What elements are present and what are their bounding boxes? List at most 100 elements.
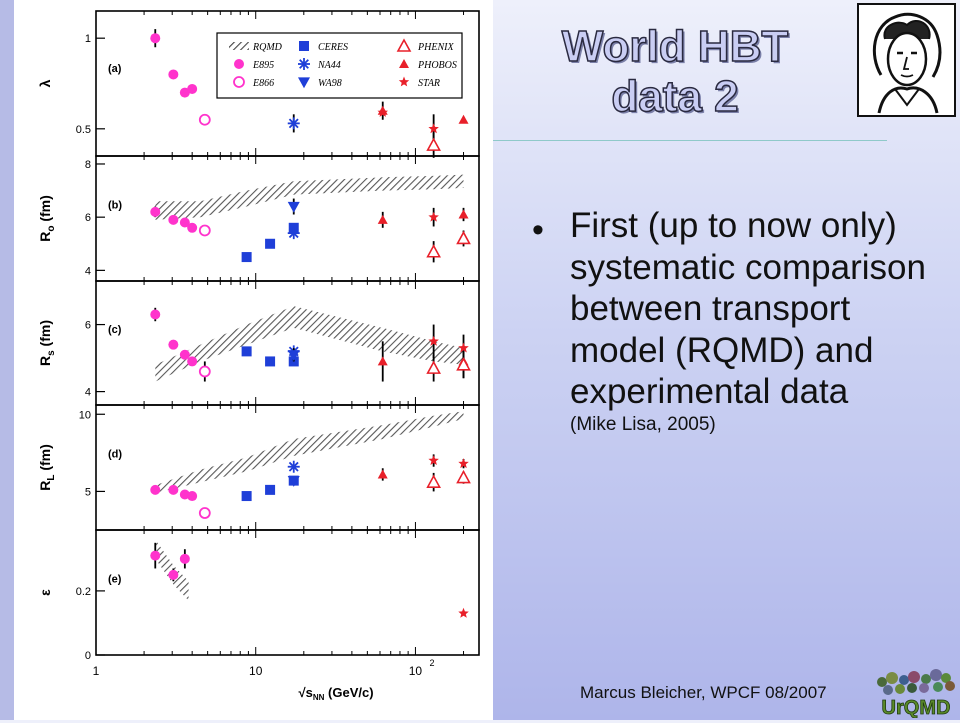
y-label-sub: o [46, 226, 57, 232]
data-point-e895 [150, 309, 161, 320]
data-point-ceres [241, 252, 252, 263]
bullet-marker: • [532, 211, 544, 249]
legend-marker-e895 [234, 59, 244, 69]
data-point-ceres [241, 491, 252, 502]
y-tick-label: 0 [85, 650, 91, 662]
y-tick-label: 10 [79, 409, 91, 421]
data-point-star [458, 607, 469, 618]
panel-1: 4 6 8 Ro (fm) (b) [37, 155, 480, 282]
legend-marker-phobos [399, 59, 409, 68]
data-point-star [377, 107, 388, 117]
logo-text: UrQMD [882, 697, 951, 718]
panel-frame [95, 529, 480, 656]
data-point-na44-stroke [288, 118, 299, 129]
data-point-e895 [179, 217, 190, 228]
data-point-star [428, 335, 439, 346]
legend-label-e895: E895 [252, 60, 274, 71]
panel-tag: (b) [108, 200, 122, 212]
title-divider [493, 140, 887, 141]
data-point-e895 [179, 349, 190, 360]
slide-footer: Marcus Bleicher, WPCF 08/2007 [580, 683, 827, 702]
data-point-star [428, 455, 439, 465]
data-point-ceres [265, 238, 276, 249]
portrait-logo [857, 3, 956, 117]
legend-marker-e866 [233, 76, 245, 88]
y-tick-label: 0.5 [76, 124, 91, 136]
y-tick-label: 6 [85, 212, 91, 224]
legend-label-phobos: PHOBOS [417, 60, 457, 71]
data-point-ceres [241, 346, 252, 357]
y-label-sub: L [46, 475, 57, 481]
rqmd-band [155, 174, 464, 220]
data-point-star [458, 458, 469, 469]
legend-marker-rqmd [229, 42, 249, 50]
data-point-e866 [198, 224, 211, 237]
y-axis-label: Rs (fm) [37, 320, 57, 366]
data-point-phenix [426, 137, 441, 151]
y-axis-label: RL (fm) [37, 444, 57, 491]
y-axis-label: ε [37, 589, 53, 596]
y-tick-label: 6 [85, 320, 91, 332]
legend-frame [216, 32, 463, 99]
data-point-phenix [426, 244, 441, 258]
logo-particles [877, 669, 955, 695]
x-label-unit: (GeV/c) [324, 685, 373, 700]
slide-title: World HBT data 2 [520, 21, 830, 122]
data-point-wa98 [287, 201, 300, 213]
data-point-e895 [168, 69, 179, 80]
rqmd-band [155, 411, 464, 493]
legend-label-rqmd: RQMD [252, 42, 283, 53]
legend-label-e866: E866 [252, 78, 274, 89]
y-label-unit: (fm) [37, 444, 53, 474]
legend-marker-na44-stroke [299, 59, 309, 69]
panel-tag: (c) [108, 324, 122, 336]
y-tick-label: 4 [85, 265, 91, 277]
data-point-e895 [179, 553, 190, 564]
panel-2: 4 6 Rs (fm) (c) [37, 280, 480, 406]
title-line-1: World HBT [561, 21, 789, 72]
legend-label-ceres: CERES [318, 42, 348, 53]
data-point-na44 [287, 227, 300, 240]
data-point-na44 [287, 460, 300, 473]
panel-3: 5 10 RL (fm) (d) [37, 404, 480, 531]
data-point-phenix [456, 357, 471, 371]
x-tick-label: 1 [93, 664, 100, 678]
data-point-e895 [150, 484, 161, 495]
legend-label-na44: NA44 [317, 60, 341, 71]
data-point-phenix [456, 230, 471, 245]
y-axis-label: Ro (fm) [37, 195, 57, 242]
y-tick-label: 4 [85, 387, 91, 399]
panel-tag: (d) [108, 449, 122, 461]
data-point-e895 [187, 356, 198, 367]
x-axis-label: √sNN (GeV/c) [298, 685, 373, 702]
x-tick-label: 10 [249, 664, 263, 678]
title-line-2: data 2 [611, 71, 740, 122]
data-point-na44-stroke [288, 228, 299, 239]
data-point-phobos [458, 114, 469, 124]
data-point-star [428, 123, 439, 134]
y-label-main: ε [37, 589, 53, 596]
data-point-phobos [377, 214, 388, 224]
data-point-na44 [287, 117, 300, 130]
legend-label-star: STAR [418, 78, 440, 89]
y-tick-label: 0.2 [76, 586, 91, 598]
citation: (Mike Lisa, 2005) [570, 413, 716, 435]
panel-4: 0 0.2 ε (e) [37, 529, 480, 662]
panel-tag: (a) [108, 63, 122, 75]
legend-marker-na44 [298, 58, 310, 70]
y-tick-label: 5 [85, 486, 91, 498]
data-point-phenix [456, 469, 471, 484]
data-point-e895 [150, 550, 161, 561]
legend-label-phenix: PHENIX [417, 42, 454, 53]
data-point-phenix [426, 474, 441, 488]
panel-tag: (e) [108, 574, 122, 586]
data-point-wa98 [287, 350, 300, 361]
data-point-ceres [265, 356, 276, 367]
y-label-sub: s [46, 350, 57, 356]
legend-marker-ceres [299, 41, 309, 51]
rqmd-band [155, 539, 189, 601]
y-tick-label: 1 [85, 33, 91, 45]
data-point-phenix [426, 360, 441, 374]
y-axis-label: λ [37, 79, 53, 87]
data-point-phobos [377, 469, 388, 479]
